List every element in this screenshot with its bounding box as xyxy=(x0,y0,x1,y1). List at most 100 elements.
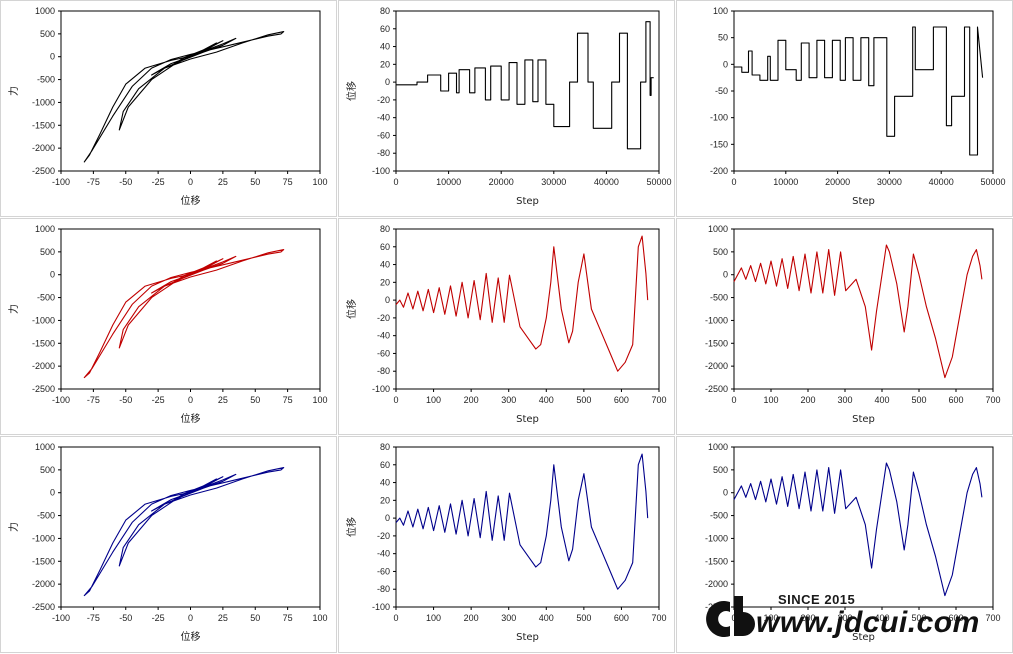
y-tick-label: -2000 xyxy=(705,579,728,589)
x-tick-label: 400 xyxy=(539,395,554,405)
x-tick-label: 600 xyxy=(948,613,963,623)
y-axis-label: 位移 xyxy=(345,81,358,101)
chart-panel-r3-c1: -2500 -2000 -1500 -1000 -500 0 500 1000 -100 -75-… xyxy=(0,436,337,653)
x-tick-label: -100 xyxy=(52,613,70,623)
chart-panel-r3-c2: -100 -80 -60 -40 -20 0 20 40 60 80 0 100 200 300 400 50… xyxy=(338,436,675,653)
y-tick-label: -40 xyxy=(377,549,390,559)
y-tick-label: 60 xyxy=(380,242,390,252)
y-tick-label: -1500 xyxy=(705,338,728,348)
y-tick-label: 60 xyxy=(380,460,390,470)
x-tick-label: -50 xyxy=(119,177,132,187)
y-tick-label: -1000 xyxy=(32,533,55,543)
y-tick-label: -500 xyxy=(37,75,55,85)
series-line xyxy=(734,26,984,156)
chart-panel-r3-c3: -2500-2000-1500-1000-5000500100001002003… xyxy=(676,436,1013,653)
x-tick-label: 40000 xyxy=(929,177,954,187)
y-tick-label: 500 xyxy=(713,247,728,257)
x-tick-label: 75 xyxy=(283,177,293,187)
y-tick-label: 0 xyxy=(385,295,390,305)
y-tick-label: 40 xyxy=(380,478,390,488)
x-axis-label: Step xyxy=(852,414,875,425)
y-tick-label: 0 xyxy=(50,488,55,498)
chart-svg: -100 -80 -60 -40 -20 0 20 40 60 80 0 100 200 300 400 50… xyxy=(345,442,667,643)
x-tick-label: 40000 xyxy=(594,177,619,187)
x-tick-label: 300 xyxy=(837,395,852,405)
x-tick-label: -50 xyxy=(119,613,132,623)
x-tick-label: 0 xyxy=(731,177,736,187)
y-tick-label: -500 xyxy=(37,511,55,521)
cd-logo-icon xyxy=(706,596,755,637)
x-tick-label: 30000 xyxy=(877,177,902,187)
y-tick-label: -50 xyxy=(715,86,728,96)
x-tick-label: 30000 xyxy=(541,177,566,187)
x-tick-label: 700 xyxy=(651,613,666,623)
y-tick-label: -80 xyxy=(377,148,390,158)
y-tick-label: 40 xyxy=(380,260,390,270)
x-tick-label: 25 xyxy=(218,395,228,405)
y-tick-label: -2000 xyxy=(32,143,55,153)
x-tick-label: -100 xyxy=(52,177,70,187)
x-tick-label: 20000 xyxy=(825,177,850,187)
plot-frame xyxy=(60,228,321,390)
x-tick-label: -25 xyxy=(152,613,165,623)
x-tick-label: 100 xyxy=(763,613,778,623)
watermark: SINCE 2015 www.jdcui.com xyxy=(700,586,1012,648)
chart-svg: -2500 -2000 -1500 -1000 -500 0 500 1000 0 100 200 3… xyxy=(705,224,1001,425)
x-tick-label: 20000 xyxy=(489,177,514,187)
y-tick-label: -2500 xyxy=(32,602,55,612)
y-tick-label: 0 xyxy=(50,270,55,280)
y-tick-label: -500 xyxy=(710,511,728,521)
y-tick-label: -1500 xyxy=(32,556,55,566)
y-tick-label: -150 xyxy=(710,139,728,149)
y-tick-label: 1000 xyxy=(708,442,728,452)
y-tick-label: -200 xyxy=(710,166,728,176)
x-tick-label: 0 xyxy=(393,395,398,405)
y-tick-label: -80 xyxy=(377,366,390,376)
x-tick-label: 100 xyxy=(312,177,327,187)
plot-frame xyxy=(395,228,660,390)
y-tick-label: -500 xyxy=(710,293,728,303)
x-tick-label: 75 xyxy=(283,613,293,623)
plot-frame xyxy=(395,10,660,172)
x-tick-label: 100 xyxy=(763,395,778,405)
y-tick-label: -2000 xyxy=(705,361,728,371)
x-tick-label: 0 xyxy=(393,177,398,187)
chart-panel-r1-c3: -200 -150 -100 -50 0 50 100 0 10000 20000 30000 400… xyxy=(676,0,1013,217)
x-tick-label: -25 xyxy=(152,177,165,187)
y-tick-label: -2500 xyxy=(32,384,55,394)
x-tick-label: -50 xyxy=(119,395,132,405)
x-tick-label: -100 xyxy=(52,395,70,405)
x-tick-label: 0 xyxy=(393,613,398,623)
x-tick-label: 50000 xyxy=(646,177,671,187)
y-tick-label: 500 xyxy=(40,465,55,475)
y-tick-label: 40 xyxy=(380,42,390,52)
x-tick-label: 700 xyxy=(651,395,666,405)
watermark-since: SINCE 2015 xyxy=(778,592,856,607)
x-tick-label: 200 xyxy=(464,395,479,405)
y-tick-label: 20 xyxy=(380,277,390,287)
x-tick-label: 200 xyxy=(800,395,815,405)
chart-svg: -100 -80 -60 -40 -20 0 20 40 60 80 0 100 200 300 400 50… xyxy=(345,224,667,425)
chart-svg: -200 -150 -100 -50 0 50 100 0 10000 20000 30000 400… xyxy=(710,6,1006,207)
x-tick-label: 0 xyxy=(188,395,193,405)
y-tick-label: 1000 xyxy=(35,224,55,234)
x-tick-label: 600 xyxy=(614,395,629,405)
y-tick-label: -100 xyxy=(372,384,390,394)
x-axis-label: Step xyxy=(516,414,539,425)
x-tick-label: 500 xyxy=(911,395,926,405)
y-tick-label: 500 xyxy=(40,247,55,257)
x-axis-label: Step xyxy=(516,196,539,207)
x-tick-label: 600 xyxy=(948,395,963,405)
y-tick-label: 60 xyxy=(380,24,390,34)
y-tick-label: -60 xyxy=(377,130,390,140)
plot-frame xyxy=(395,446,660,608)
chart-panel-r2-c2: -100 -80 -60 -40 -20 0 20 40 60 80 0 100 200 300 400 50… xyxy=(338,218,675,435)
x-tick-label: 0 xyxy=(731,395,736,405)
y-tick-label: -40 xyxy=(377,331,390,341)
y-tick-label: 0 xyxy=(385,77,390,87)
y-tick-label: 50 xyxy=(718,33,728,43)
y-tick-label: -60 xyxy=(377,566,390,576)
y-tick-label: 80 xyxy=(380,224,390,234)
